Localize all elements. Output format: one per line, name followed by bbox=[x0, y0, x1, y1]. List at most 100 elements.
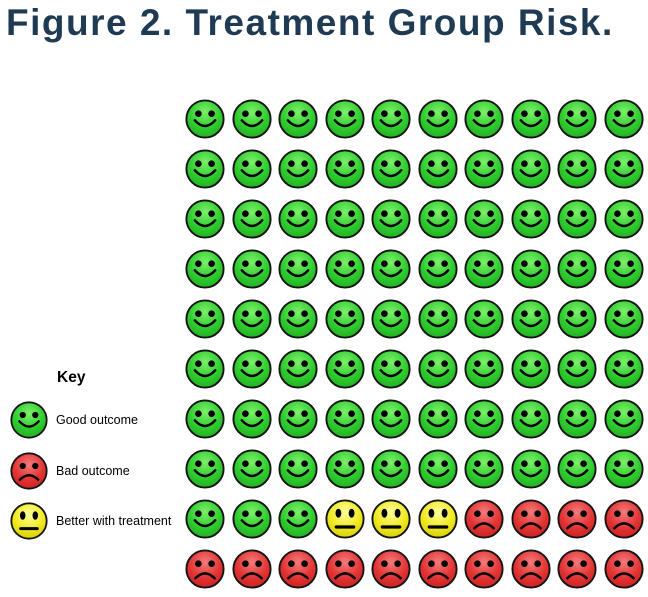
good-outcome-face bbox=[417, 349, 458, 389]
green-smiley-icon bbox=[324, 99, 365, 139]
good-outcome-face bbox=[464, 149, 504, 189]
good-outcome-face bbox=[185, 349, 225, 389]
good-outcome-face bbox=[278, 349, 318, 389]
green-smiley-icon bbox=[10, 401, 48, 439]
red-frowny-icon bbox=[324, 549, 365, 589]
good-outcome-face bbox=[417, 149, 458, 189]
good-outcome-face bbox=[371, 399, 411, 439]
red-frowny-icon bbox=[464, 499, 504, 539]
bad-outcome-face bbox=[417, 549, 458, 589]
good-outcome-face bbox=[278, 449, 318, 489]
good-outcome-face bbox=[278, 399, 318, 439]
green-smiley-icon bbox=[324, 199, 365, 239]
icon-array-grid bbox=[185, 99, 644, 589]
green-smiley-icon bbox=[278, 249, 318, 289]
green-smiley-icon bbox=[371, 349, 411, 389]
green-smiley-icon bbox=[603, 349, 644, 389]
red-frowny-icon bbox=[510, 499, 551, 539]
green-smiley-icon bbox=[557, 299, 597, 339]
green-smiley-icon bbox=[510, 449, 551, 489]
green-smiley-icon bbox=[417, 199, 458, 239]
red-frowny-icon bbox=[557, 499, 597, 539]
green-smiley-icon bbox=[464, 449, 504, 489]
good-outcome-face bbox=[371, 449, 411, 489]
green-smiley-icon bbox=[464, 149, 504, 189]
green-smiley-icon bbox=[371, 249, 411, 289]
good-outcome-face bbox=[324, 399, 365, 439]
good-outcome-face bbox=[603, 399, 644, 439]
green-smiley-icon bbox=[371, 99, 411, 139]
yellow-neutral-icon bbox=[10, 502, 48, 540]
good-outcome-face bbox=[231, 249, 272, 289]
green-smiley-icon bbox=[324, 399, 365, 439]
green-smiley-icon bbox=[371, 399, 411, 439]
good-outcome-face bbox=[278, 499, 318, 539]
legend-better-with-treatment-face-icon bbox=[10, 502, 48, 540]
good-outcome-face bbox=[231, 149, 272, 189]
bad-outcome-face bbox=[464, 499, 504, 539]
green-smiley-icon bbox=[510, 99, 551, 139]
legend-item-bad-outcome: Bad outcome bbox=[10, 452, 130, 490]
green-smiley-icon bbox=[185, 499, 225, 539]
green-smiley-icon bbox=[278, 99, 318, 139]
green-smiley-icon bbox=[371, 299, 411, 339]
bad-outcome-face bbox=[557, 549, 597, 589]
good-outcome-face bbox=[231, 299, 272, 339]
good-outcome-face bbox=[324, 349, 365, 389]
good-outcome-face bbox=[278, 249, 318, 289]
bad-outcome-face bbox=[185, 549, 225, 589]
green-smiley-icon bbox=[510, 249, 551, 289]
green-smiley-icon bbox=[557, 99, 597, 139]
good-outcome-face bbox=[278, 199, 318, 239]
green-smiley-icon bbox=[185, 99, 225, 139]
green-smiley-icon bbox=[417, 449, 458, 489]
green-smiley-icon bbox=[464, 349, 504, 389]
good-outcome-face bbox=[464, 99, 504, 139]
legend-item-good-outcome: Good outcome bbox=[10, 401, 138, 439]
good-outcome-face bbox=[464, 199, 504, 239]
good-outcome-face bbox=[231, 199, 272, 239]
good-outcome-face bbox=[417, 449, 458, 489]
green-smiley-icon bbox=[464, 299, 504, 339]
bad-outcome-face bbox=[557, 499, 597, 539]
legend-label-better-with-treatment: Better with treatment bbox=[56, 514, 172, 528]
red-frowny-icon bbox=[231, 549, 272, 589]
good-outcome-face bbox=[603, 199, 644, 239]
green-smiley-icon bbox=[417, 99, 458, 139]
good-outcome-face bbox=[231, 399, 272, 439]
bad-outcome-face bbox=[324, 549, 365, 589]
good-outcome-face bbox=[324, 249, 365, 289]
good-outcome-face bbox=[510, 249, 551, 289]
good-outcome-face bbox=[603, 449, 644, 489]
good-outcome-face bbox=[371, 349, 411, 389]
good-outcome-face bbox=[417, 299, 458, 339]
yellow-neutral-icon bbox=[371, 499, 411, 539]
green-smiley-icon bbox=[510, 349, 551, 389]
green-smiley-icon bbox=[371, 449, 411, 489]
good-outcome-face bbox=[464, 249, 504, 289]
bad-outcome-face bbox=[510, 499, 551, 539]
green-smiley-icon bbox=[185, 399, 225, 439]
good-outcome-face bbox=[510, 149, 551, 189]
good-outcome-face bbox=[510, 299, 551, 339]
good-outcome-face bbox=[510, 99, 551, 139]
green-smiley-icon bbox=[324, 349, 365, 389]
good-outcome-face bbox=[557, 399, 597, 439]
green-smiley-icon bbox=[603, 449, 644, 489]
good-outcome-face bbox=[510, 449, 551, 489]
good-outcome-face bbox=[603, 149, 644, 189]
good-outcome-face bbox=[185, 399, 225, 439]
figure-title: Figure 2. Treatment Group Risk. bbox=[6, 2, 614, 43]
good-outcome-face bbox=[557, 299, 597, 339]
legend-bad-outcome-face-icon bbox=[10, 452, 48, 490]
good-outcome-face bbox=[510, 399, 551, 439]
good-outcome-face bbox=[231, 499, 272, 539]
good-outcome-face bbox=[185, 449, 225, 489]
green-smiley-icon bbox=[231, 99, 272, 139]
green-smiley-icon bbox=[603, 249, 644, 289]
green-smiley-icon bbox=[324, 299, 365, 339]
good-outcome-face bbox=[417, 399, 458, 439]
good-outcome-face bbox=[557, 149, 597, 189]
red-frowny-icon bbox=[10, 452, 48, 490]
